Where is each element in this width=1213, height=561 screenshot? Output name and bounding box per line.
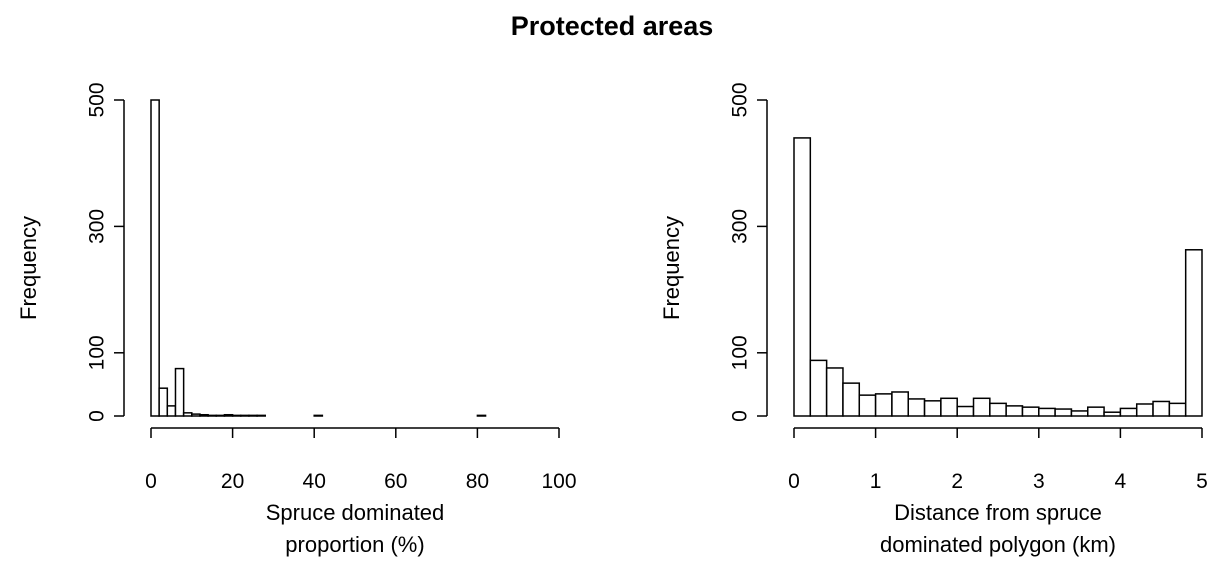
histogram-bar bbox=[956, 405, 975, 417]
histogram-panel-spruce-proportion: 0 100 300 500 0 20 40 60 80 100 Spruce dominated pr… bbox=[16, 82, 577, 557]
histogram-bar bbox=[199, 413, 209, 417]
y-axis-label: Frequency bbox=[16, 216, 41, 320]
histogram-bar bbox=[891, 391, 909, 417]
histogram-bar bbox=[858, 394, 877, 417]
histogram-bar bbox=[1152, 400, 1171, 417]
histogram-bar bbox=[166, 405, 177, 417]
x-tick-label: 0 bbox=[145, 470, 157, 493]
histogram-bar bbox=[874, 393, 893, 417]
histogram-bar bbox=[248, 414, 258, 417]
histogram-bar bbox=[174, 367, 185, 417]
histogram-bar bbox=[150, 99, 160, 417]
histogram-bar bbox=[1184, 249, 1203, 417]
y-tick-label: 100 bbox=[86, 335, 109, 370]
histogram-bar bbox=[191, 413, 201, 417]
x-axis-label: proportion (%) bbox=[285, 532, 424, 557]
histogram-bar bbox=[1135, 403, 1154, 417]
histogram-bar bbox=[1038, 407, 1056, 417]
histogram-bar bbox=[231, 414, 242, 417]
histogram-bar bbox=[972, 397, 991, 417]
histogram-bar bbox=[1021, 406, 1040, 417]
x-tick-label: 0 bbox=[788, 470, 800, 493]
x-axis-label: dominated polygon (km) bbox=[880, 532, 1116, 557]
figure-title: Protected areas bbox=[511, 11, 714, 41]
histogram-bar bbox=[1054, 408, 1073, 417]
histogram-bar bbox=[825, 367, 844, 417]
x-tick-label: 1 bbox=[870, 470, 882, 493]
histogram-bar bbox=[940, 397, 958, 417]
histogram-bar bbox=[793, 137, 812, 417]
histogram-bar bbox=[476, 414, 487, 417]
histogram-bar bbox=[842, 382, 861, 417]
y-tick-label: 0 bbox=[86, 410, 109, 422]
x-tick-label: 20 bbox=[221, 470, 244, 493]
x-tick-label: 3 bbox=[1033, 470, 1045, 493]
y-tick-label: 300 bbox=[86, 209, 109, 244]
x-tick-label: 4 bbox=[1115, 470, 1127, 493]
x-tick-label: 5 bbox=[1196, 470, 1208, 493]
x-tick-label: 100 bbox=[541, 470, 576, 493]
histogram-bar bbox=[182, 412, 193, 417]
histogram-bar bbox=[313, 414, 324, 417]
x-tick-label: 2 bbox=[951, 470, 963, 493]
histogram-bar bbox=[1087, 406, 1105, 417]
histogram-bar bbox=[809, 359, 828, 417]
x-tick-label: 80 bbox=[466, 470, 489, 493]
histogram-bar bbox=[158, 387, 169, 417]
histogram-bar bbox=[1168, 402, 1187, 417]
y-tick-label: 300 bbox=[729, 209, 752, 244]
y-tick-label: 100 bbox=[729, 335, 752, 370]
x-axis-label: Spruce dominated bbox=[266, 500, 445, 525]
histogram-bar bbox=[223, 413, 234, 417]
histogram-bar bbox=[240, 414, 250, 417]
histogram-bar bbox=[1119, 407, 1138, 417]
histogram-panel-distance: 0 100 300 500 0 1 2 3 4 5 Distance from spruce domi… bbox=[659, 82, 1208, 557]
histogram-bar bbox=[1005, 405, 1024, 417]
histogram-bar bbox=[215, 414, 226, 417]
y-tick-label: 500 bbox=[729, 82, 752, 117]
histogram-bar bbox=[907, 398, 926, 417]
y-tick-label: 0 bbox=[729, 410, 752, 422]
histogram-bar bbox=[989, 402, 1007, 417]
histogram-bar bbox=[1070, 410, 1089, 417]
x-tick-label: 40 bbox=[303, 470, 326, 493]
histogram-bar bbox=[207, 414, 218, 417]
histogram-bar bbox=[256, 414, 266, 417]
histogram-bar bbox=[1103, 411, 1122, 417]
x-tick-label: 60 bbox=[384, 470, 407, 493]
x-axis-label: Distance from spruce bbox=[894, 500, 1102, 525]
y-axis-label: Frequency bbox=[659, 216, 684, 320]
y-tick-label: 500 bbox=[86, 82, 109, 117]
histogram-bar bbox=[923, 400, 942, 417]
